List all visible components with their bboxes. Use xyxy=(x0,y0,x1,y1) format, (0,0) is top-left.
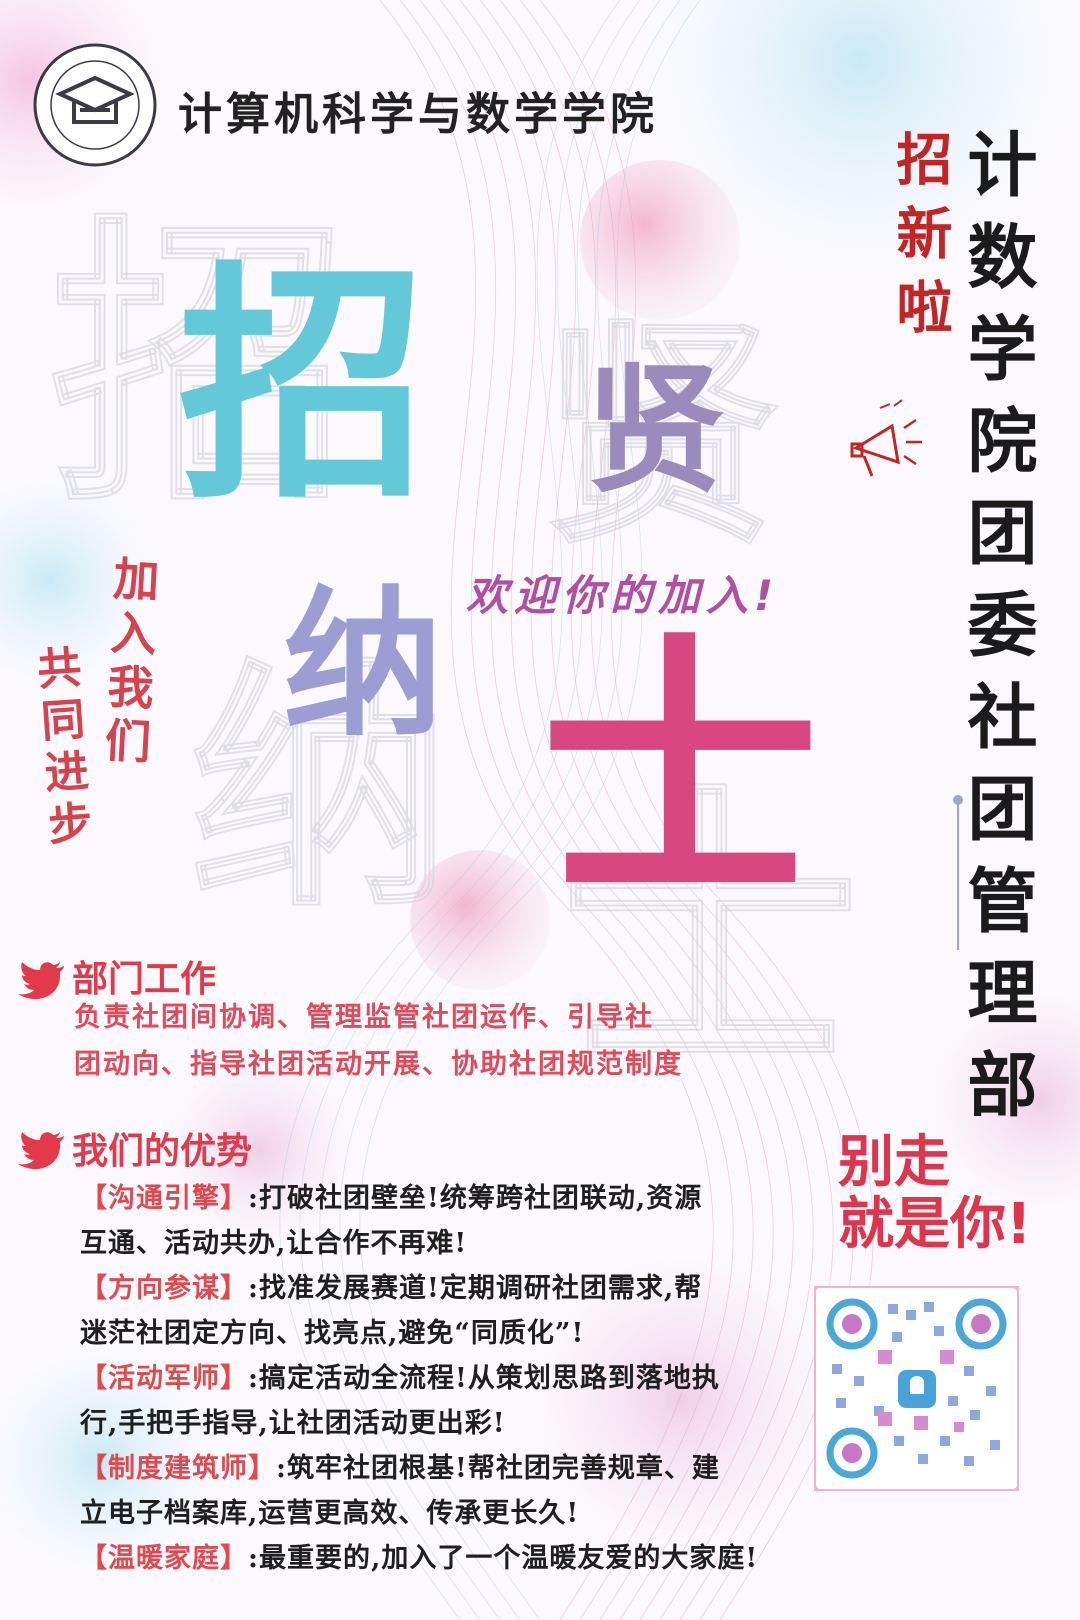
advantage-text-cont: 立电子档案库,运营更高效、传承更长久! xyxy=(80,1498,580,1529)
megaphone-icon xyxy=(850,399,922,477)
advantage-item: 【方向参谋】:找准发展赛道!定期调研社团需求,帮 xyxy=(80,1266,820,1311)
advantage-text: :最重要的,加入了一个温暖友爱的大家庭! xyxy=(248,1543,759,1574)
char-na: 纳 xyxy=(283,571,444,758)
advantages-list: 【沟通引擎】:打破社团壁垒!统筹跨社团联动,资源 互通、活动共办,让合作不再难!… xyxy=(80,1176,820,1581)
welcome-text: 欢迎你的加入! xyxy=(466,571,780,620)
svg-text:招: 招 xyxy=(50,192,350,541)
advantage-text-cont: 互通、活动共办,让合作不再难! xyxy=(80,1228,468,1259)
advantage-text-cont: 迷茫社团定方向、找亮点,避免“同质化”! xyxy=(80,1318,585,1349)
bird-icon xyxy=(18,1132,64,1170)
advantage-tag: 【活动军师】 xyxy=(80,1363,248,1394)
advantage-item: 【温暖家庭】:最重要的,加入了一个温暖友爱的大家庭! xyxy=(80,1536,820,1581)
qr-code-icon[interactable] xyxy=(814,1286,1019,1491)
advantage-tag: 【方向参谋】 xyxy=(80,1273,248,1304)
advantage-text-cont: 行,手把手指导,让社团活动更出彩! xyxy=(80,1408,506,1439)
cap-logo-icon xyxy=(33,43,157,167)
char-zhao: 招 xyxy=(178,241,428,532)
advantage-item: 【制度建筑师】:筑牢社团根基!帮社团完善规章、建 xyxy=(80,1446,820,1491)
svg-text:纳: 纳 xyxy=(190,640,450,942)
callout-line-1: 别走 xyxy=(838,1130,950,1195)
char-xian: 贤 xyxy=(585,350,726,513)
work-line-1: 负责社团间协调、管理监管社团运作、引导社 xyxy=(74,1002,654,1033)
advantage-tag: 【制度建筑师】 xyxy=(80,1453,276,1484)
char-shi: 士 xyxy=(540,612,820,938)
advantage-text: :打破社团壁垒!统筹跨社团联动,资源 xyxy=(248,1183,703,1214)
department-title: 计数学院团委社团管理部 xyxy=(956,128,1039,1140)
advantage-item: 【沟通引擎】:打破社团壁垒!统筹跨社团联动,资源 xyxy=(80,1176,820,1221)
advantages-title: 我们的优势 xyxy=(72,1131,253,1172)
bird-icon xyxy=(18,962,64,1000)
advantage-text: :筑牢社团根基!帮社团完善规章、建 xyxy=(276,1453,720,1484)
advantage-text: :搞定活动全流程!从策划思路到落地执 xyxy=(248,1363,720,1394)
svg-text:贤: 贤 xyxy=(540,297,780,577)
recruit-tag: 招新啦 xyxy=(887,130,953,352)
advantage-tag: 【温暖家庭】 xyxy=(80,1543,248,1574)
slogan-join: 加入我们 xyxy=(96,553,162,773)
svg-text:士: 士 xyxy=(560,762,860,1111)
work-line-2: 团动向、指导社团活动开展、协助社团规范制度 xyxy=(74,1049,683,1080)
advantage-text: :找准发展赛道!定期调研社团需求,帮 xyxy=(248,1273,703,1304)
school-name: 计算机科学与数学学院 xyxy=(178,89,658,140)
advantage-item: 【活动军师】:搞定活动全流程!从策划思路到落地执 xyxy=(80,1356,820,1401)
callout-line-2: 就是你! xyxy=(838,1192,1032,1257)
callout-text: 别走 就是你! xyxy=(838,1132,1032,1256)
work-title: 部门工作 xyxy=(72,959,217,1000)
advantage-tag: 【沟通引擎】 xyxy=(80,1183,248,1214)
